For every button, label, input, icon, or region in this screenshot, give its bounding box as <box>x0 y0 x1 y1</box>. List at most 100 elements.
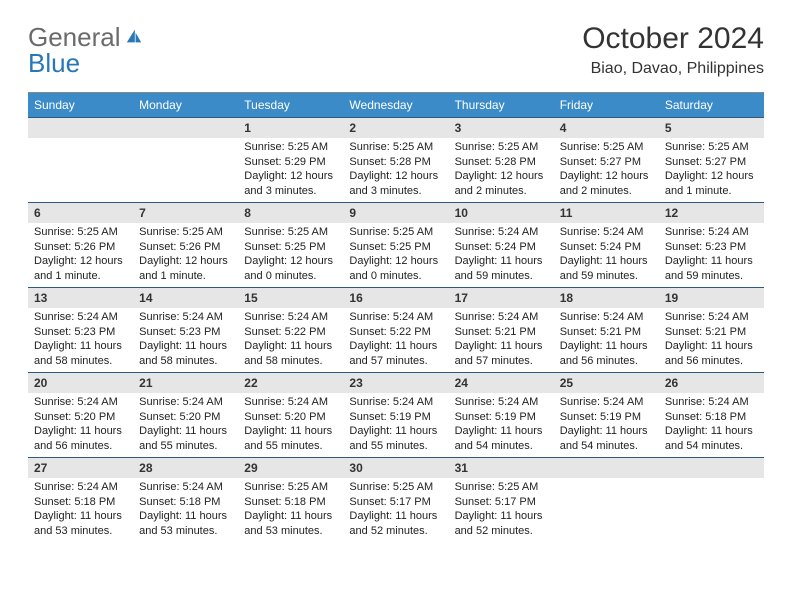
daylight-text: Daylight: 12 hours and 2 minutes. <box>560 169 653 198</box>
daylight-text: Daylight: 12 hours and 1 minute. <box>34 254 127 283</box>
daylight-text: Daylight: 11 hours and 57 minutes. <box>455 339 548 368</box>
day-header-tue: Tuesday <box>238 93 343 117</box>
sunrise-text: Sunrise: 5:24 AM <box>560 395 653 410</box>
sunrise-text: Sunrise: 5:25 AM <box>139 225 232 240</box>
daylight-text: Daylight: 11 hours and 55 minutes. <box>139 424 232 453</box>
day-content: Sunrise: 5:24 AMSunset: 5:22 PMDaylight:… <box>238 308 343 368</box>
sunrise-text: Sunrise: 5:24 AM <box>244 395 337 410</box>
page-header: GeneralBlue October 2024 Biao, Davao, Ph… <box>28 22 764 78</box>
day-content: Sunrise: 5:25 AMSunset: 5:17 PMDaylight:… <box>449 478 554 538</box>
day-number: 12 <box>659 203 764 223</box>
sunrise-text: Sunrise: 5:25 AM <box>560 140 653 155</box>
sunrise-text: Sunrise: 5:25 AM <box>244 140 337 155</box>
sunrise-text: Sunrise: 5:24 AM <box>349 395 442 410</box>
day-cell <box>659 458 764 542</box>
daylight-text: Daylight: 11 hours and 58 minutes. <box>34 339 127 368</box>
logo: GeneralBlue <box>28 22 144 76</box>
sunrise-text: Sunrise: 5:25 AM <box>34 225 127 240</box>
sunset-text: Sunset: 5:26 PM <box>139 240 232 255</box>
day-number: 18 <box>554 288 659 308</box>
day-cell: 8Sunrise: 5:25 AMSunset: 5:25 PMDaylight… <box>238 203 343 287</box>
location-subtitle: Biao, Davao, Philippines <box>582 60 764 78</box>
day-header-thu: Thursday <box>449 93 554 117</box>
day-cell: 6Sunrise: 5:25 AMSunset: 5:26 PMDaylight… <box>28 203 133 287</box>
day-cell: 5Sunrise: 5:25 AMSunset: 5:27 PMDaylight… <box>659 118 764 202</box>
sunrise-text: Sunrise: 5:24 AM <box>455 310 548 325</box>
day-cell: 25Sunrise: 5:24 AMSunset: 5:19 PMDayligh… <box>554 373 659 457</box>
daylight-text: Daylight: 12 hours and 3 minutes. <box>244 169 337 198</box>
day-number: 5 <box>659 118 764 138</box>
daylight-text: Daylight: 11 hours and 58 minutes. <box>139 339 232 368</box>
day-cell: 31Sunrise: 5:25 AMSunset: 5:17 PMDayligh… <box>449 458 554 542</box>
day-content: Sunrise: 5:24 AMSunset: 5:24 PMDaylight:… <box>554 223 659 283</box>
sunset-text: Sunset: 5:21 PM <box>560 325 653 340</box>
day-number: 29 <box>238 458 343 478</box>
day-content: Sunrise: 5:24 AMSunset: 5:21 PMDaylight:… <box>449 308 554 368</box>
day-header-row: Sunday Monday Tuesday Wednesday Thursday… <box>28 93 764 117</box>
sunrise-text: Sunrise: 5:25 AM <box>455 140 548 155</box>
day-cell: 23Sunrise: 5:24 AMSunset: 5:19 PMDayligh… <box>343 373 448 457</box>
day-content: Sunrise: 5:25 AMSunset: 5:26 PMDaylight:… <box>28 223 133 283</box>
day-content: Sunrise: 5:25 AMSunset: 5:18 PMDaylight:… <box>238 478 343 538</box>
sunrise-text: Sunrise: 5:24 AM <box>244 310 337 325</box>
day-content: Sunrise: 5:24 AMSunset: 5:19 PMDaylight:… <box>554 393 659 453</box>
day-number: 4 <box>554 118 659 138</box>
daylight-text: Daylight: 11 hours and 56 minutes. <box>665 339 758 368</box>
day-cell: 30Sunrise: 5:25 AMSunset: 5:17 PMDayligh… <box>343 458 448 542</box>
day-cell: 21Sunrise: 5:24 AMSunset: 5:20 PMDayligh… <box>133 373 238 457</box>
day-cell: 9Sunrise: 5:25 AMSunset: 5:25 PMDaylight… <box>343 203 448 287</box>
day-content: Sunrise: 5:24 AMSunset: 5:20 PMDaylight:… <box>28 393 133 453</box>
day-content: Sunrise: 5:24 AMSunset: 5:21 PMDaylight:… <box>554 308 659 368</box>
day-cell: 13Sunrise: 5:24 AMSunset: 5:23 PMDayligh… <box>28 288 133 372</box>
sunrise-text: Sunrise: 5:24 AM <box>455 225 548 240</box>
day-cell: 29Sunrise: 5:25 AMSunset: 5:18 PMDayligh… <box>238 458 343 542</box>
sunset-text: Sunset: 5:20 PM <box>244 410 337 425</box>
day-number: 16 <box>343 288 448 308</box>
logo-text-blue: Blue <box>28 48 80 78</box>
daylight-text: Daylight: 11 hours and 53 minutes. <box>244 509 337 538</box>
daylight-text: Daylight: 11 hours and 59 minutes. <box>665 254 758 283</box>
day-cell: 12Sunrise: 5:24 AMSunset: 5:23 PMDayligh… <box>659 203 764 287</box>
daylight-text: Daylight: 12 hours and 3 minutes. <box>349 169 442 198</box>
daylight-text: Daylight: 11 hours and 57 minutes. <box>349 339 442 368</box>
sunset-text: Sunset: 5:27 PM <box>665 155 758 170</box>
sunset-text: Sunset: 5:24 PM <box>560 240 653 255</box>
day-number <box>133 118 238 138</box>
day-content: Sunrise: 5:25 AMSunset: 5:26 PMDaylight:… <box>133 223 238 283</box>
day-content: Sunrise: 5:24 AMSunset: 5:18 PMDaylight:… <box>133 478 238 538</box>
day-cell: 15Sunrise: 5:24 AMSunset: 5:22 PMDayligh… <box>238 288 343 372</box>
daylight-text: Daylight: 12 hours and 1 minute. <box>665 169 758 198</box>
day-cell: 16Sunrise: 5:24 AMSunset: 5:22 PMDayligh… <box>343 288 448 372</box>
day-content: Sunrise: 5:24 AMSunset: 5:23 PMDaylight:… <box>28 308 133 368</box>
daylight-text: Daylight: 12 hours and 1 minute. <box>139 254 232 283</box>
day-number: 3 <box>449 118 554 138</box>
daylight-text: Daylight: 12 hours and 0 minutes. <box>244 254 337 283</box>
calendar-grid: Sunday Monday Tuesday Wednesday Thursday… <box>28 92 764 542</box>
sunset-text: Sunset: 5:29 PM <box>244 155 337 170</box>
sunrise-text: Sunrise: 5:25 AM <box>244 480 337 495</box>
day-content: Sunrise: 5:24 AMSunset: 5:24 PMDaylight:… <box>449 223 554 283</box>
day-cell: 7Sunrise: 5:25 AMSunset: 5:26 PMDaylight… <box>133 203 238 287</box>
sunset-text: Sunset: 5:24 PM <box>455 240 548 255</box>
day-number: 6 <box>28 203 133 223</box>
day-cell: 19Sunrise: 5:24 AMSunset: 5:21 PMDayligh… <box>659 288 764 372</box>
weeks-container: 1Sunrise: 5:25 AMSunset: 5:29 PMDaylight… <box>28 117 764 542</box>
daylight-text: Daylight: 11 hours and 59 minutes. <box>560 254 653 283</box>
daylight-text: Daylight: 11 hours and 52 minutes. <box>349 509 442 538</box>
daylight-text: Daylight: 11 hours and 58 minutes. <box>244 339 337 368</box>
day-content: Sunrise: 5:24 AMSunset: 5:18 PMDaylight:… <box>659 393 764 453</box>
daylight-text: Daylight: 11 hours and 56 minutes. <box>34 424 127 453</box>
sunrise-text: Sunrise: 5:24 AM <box>665 395 758 410</box>
daylight-text: Daylight: 11 hours and 55 minutes. <box>349 424 442 453</box>
day-content: Sunrise: 5:24 AMSunset: 5:23 PMDaylight:… <box>659 223 764 283</box>
day-header-sat: Saturday <box>659 93 764 117</box>
sunset-text: Sunset: 5:26 PM <box>34 240 127 255</box>
sunset-text: Sunset: 5:21 PM <box>455 325 548 340</box>
sunset-text: Sunset: 5:19 PM <box>349 410 442 425</box>
sunrise-text: Sunrise: 5:24 AM <box>34 395 127 410</box>
day-cell: 4Sunrise: 5:25 AMSunset: 5:27 PMDaylight… <box>554 118 659 202</box>
day-number: 14 <box>133 288 238 308</box>
day-content: Sunrise: 5:24 AMSunset: 5:21 PMDaylight:… <box>659 308 764 368</box>
day-header-wed: Wednesday <box>343 93 448 117</box>
daylight-text: Daylight: 11 hours and 54 minutes. <box>560 424 653 453</box>
